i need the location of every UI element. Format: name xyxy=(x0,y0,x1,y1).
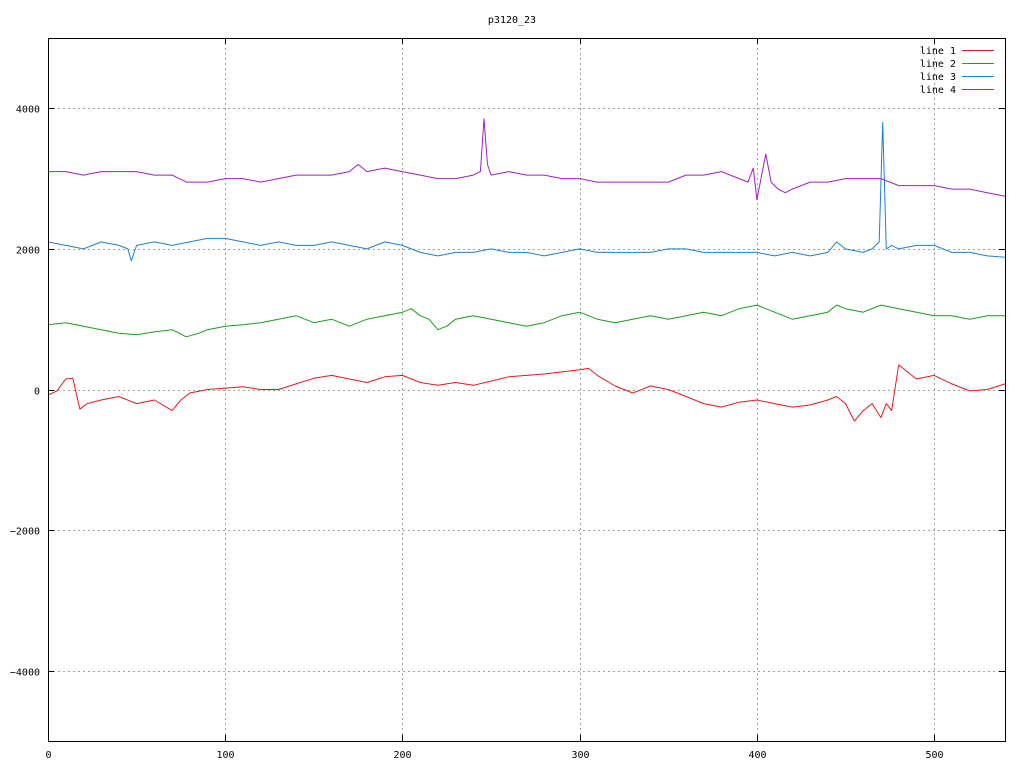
x-tick-label: 300 xyxy=(571,750,589,761)
x-tick-label: 400 xyxy=(748,750,766,761)
x-tick-label: 100 xyxy=(216,750,234,761)
legend-label: line 4 xyxy=(920,85,956,96)
series-line-4 xyxy=(48,118,1006,201)
y-tick-label: 2000 xyxy=(16,246,40,257)
series-layer xyxy=(47,118,1006,422)
ticks: 0 100 200 300 400 500 −4000 −2000 0 2000 4000 xyxy=(10,38,1005,761)
legend: line 1 line 2 line 3 line 4 xyxy=(920,46,994,96)
legend-label: line 1 xyxy=(920,46,956,57)
series-line-1 xyxy=(47,364,1006,422)
y-tick-label: 4000 xyxy=(16,105,40,116)
y-tick-label: 0 xyxy=(34,387,40,398)
legend-label: line 3 xyxy=(920,72,956,83)
legend-label: line 2 xyxy=(920,59,956,70)
x-tick-label: 200 xyxy=(393,750,411,761)
series-line-3 xyxy=(47,121,1006,262)
x-tick-label: 500 xyxy=(925,750,943,761)
chart-title: p3120_23 xyxy=(488,15,536,26)
y-tick-label: −4000 xyxy=(10,668,40,679)
y-tick-label: −2000 xyxy=(10,527,40,538)
grid xyxy=(48,38,1005,741)
series-line-2 xyxy=(47,304,1005,338)
x-tick-label: 0 xyxy=(45,750,51,761)
